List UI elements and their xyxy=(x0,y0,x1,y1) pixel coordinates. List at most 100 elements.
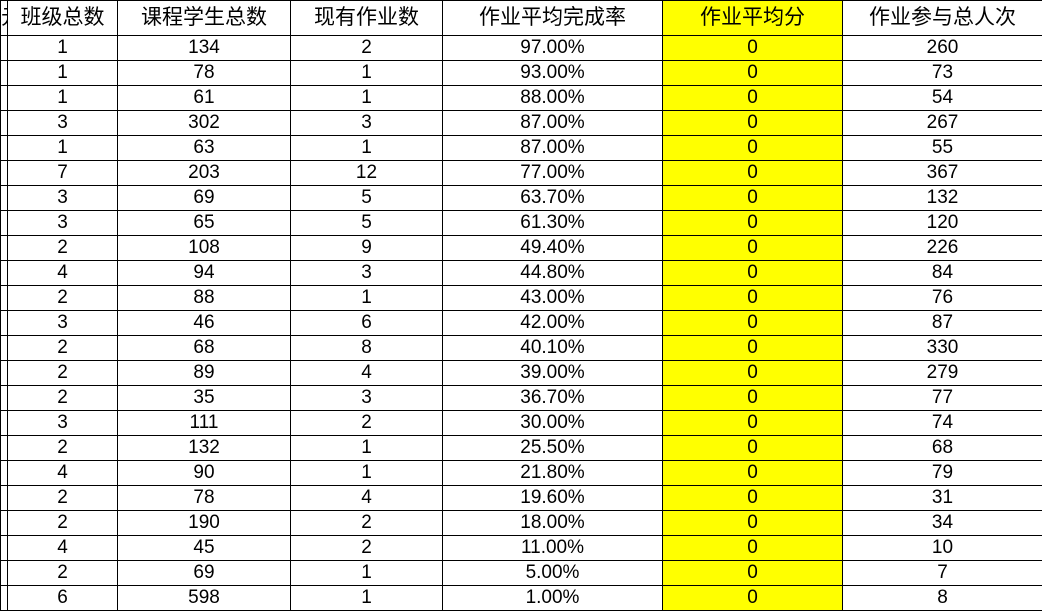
cell-participation-total[interactable]: 7 xyxy=(842,560,1042,586)
column-header-homework-count[interactable]: 现有作业数 xyxy=(290,0,443,36)
cell-completion-rate[interactable]: 1.00% xyxy=(442,585,663,611)
cell-average-score[interactable]: 0 xyxy=(662,560,843,586)
cell-class-count[interactable]: 2 xyxy=(7,560,118,586)
cell-completion-rate[interactable]: 43.00% xyxy=(442,285,663,311)
cell-homework-count[interactable]: 5 xyxy=(290,210,443,236)
cell-homework-count[interactable]: 2 xyxy=(290,35,443,61)
cell-participation-total[interactable]: 34 xyxy=(842,510,1042,536)
cell-participation-total[interactable]: 330 xyxy=(842,335,1042,361)
cell-participation-total[interactable]: 120 xyxy=(842,210,1042,236)
partial-column-cell[interactable] xyxy=(0,560,8,586)
cell-student-total[interactable]: 190 xyxy=(117,510,291,536)
cell-average-score[interactable]: 0 xyxy=(662,535,843,561)
cell-completion-rate[interactable]: 88.00% xyxy=(442,85,663,111)
cell-average-score[interactable]: 0 xyxy=(662,35,843,61)
cell-class-count[interactable]: 1 xyxy=(7,85,118,111)
cell-student-total[interactable]: 63 xyxy=(117,135,291,161)
column-header-average-score[interactable]: 作业平均分 xyxy=(662,0,843,36)
cell-average-score[interactable]: 0 xyxy=(662,160,843,186)
cell-class-count[interactable]: 7 xyxy=(7,160,118,186)
cell-participation-total[interactable]: 87 xyxy=(842,310,1042,336)
cell-class-count[interactable]: 2 xyxy=(7,435,118,461)
cell-homework-count[interactable]: 6 xyxy=(290,310,443,336)
cell-homework-count[interactable]: 1 xyxy=(290,435,443,461)
cell-homework-count[interactable]: 1 xyxy=(290,60,443,86)
cell-participation-total[interactable]: 226 xyxy=(842,235,1042,261)
cell-student-total[interactable]: 90 xyxy=(117,460,291,486)
cell-student-total[interactable]: 302 xyxy=(117,110,291,136)
cell-student-total[interactable]: 134 xyxy=(117,35,291,61)
cell-homework-count[interactable]: 8 xyxy=(290,335,443,361)
cell-completion-rate[interactable]: 21.80% xyxy=(442,460,663,486)
cell-student-total[interactable]: 35 xyxy=(117,385,291,411)
cell-completion-rate[interactable]: 44.80% xyxy=(442,260,663,286)
cell-class-count[interactable]: 4 xyxy=(7,260,118,286)
partial-column-cell[interactable] xyxy=(0,485,8,511)
cell-class-count[interactable]: 2 xyxy=(7,335,118,361)
partial-column-cell[interactable] xyxy=(0,510,8,536)
partial-column-cell[interactable] xyxy=(0,85,8,111)
cell-average-score[interactable]: 0 xyxy=(662,360,843,386)
cell-student-total[interactable]: 61 xyxy=(117,85,291,111)
cell-class-count[interactable]: 1 xyxy=(7,35,118,61)
column-header-class-count[interactable]: 班级总数 xyxy=(7,0,118,36)
cell-class-count[interactable]: 6 xyxy=(7,585,118,611)
cell-participation-total[interactable]: 279 xyxy=(842,360,1042,386)
cell-student-total[interactable]: 69 xyxy=(117,560,291,586)
cell-student-total[interactable]: 94 xyxy=(117,260,291,286)
cell-student-total[interactable]: 78 xyxy=(117,485,291,511)
partial-column-cell[interactable] xyxy=(0,35,8,61)
partial-column-cell[interactable] xyxy=(0,385,8,411)
partial-column-cell[interactable] xyxy=(0,160,8,186)
cell-average-score[interactable]: 0 xyxy=(662,460,843,486)
cell-homework-count[interactable]: 1 xyxy=(290,560,443,586)
cell-participation-total[interactable]: 31 xyxy=(842,485,1042,511)
cell-participation-total[interactable]: 79 xyxy=(842,460,1042,486)
cell-average-score[interactable]: 0 xyxy=(662,410,843,436)
cell-participation-total[interactable]: 8 xyxy=(842,585,1042,611)
partial-column-header[interactable]: 元 xyxy=(0,0,8,36)
cell-average-score[interactable]: 0 xyxy=(662,310,843,336)
cell-participation-total[interactable]: 260 xyxy=(842,35,1042,61)
cell-average-score[interactable]: 0 xyxy=(662,510,843,536)
cell-class-count[interactable]: 2 xyxy=(7,385,118,411)
cell-average-score[interactable]: 0 xyxy=(662,85,843,111)
cell-completion-rate[interactable]: 87.00% xyxy=(442,135,663,161)
cell-class-count[interactable]: 3 xyxy=(7,310,118,336)
cell-participation-total[interactable]: 84 xyxy=(842,260,1042,286)
cell-participation-total[interactable]: 73 xyxy=(842,60,1042,86)
cell-class-count[interactable]: 2 xyxy=(7,485,118,511)
cell-completion-rate[interactable]: 40.10% xyxy=(442,335,663,361)
cell-homework-count[interactable]: 4 xyxy=(290,360,443,386)
cell-class-count[interactable]: 1 xyxy=(7,135,118,161)
cell-class-count[interactable]: 2 xyxy=(7,285,118,311)
cell-homework-count[interactable]: 1 xyxy=(290,85,443,111)
partial-column-cell[interactable] xyxy=(0,235,8,261)
partial-column-cell[interactable] xyxy=(0,310,8,336)
cell-student-total[interactable]: 111 xyxy=(117,410,291,436)
cell-homework-count[interactable]: 1 xyxy=(290,135,443,161)
cell-class-count[interactable]: 3 xyxy=(7,210,118,236)
cell-completion-rate[interactable]: 93.00% xyxy=(442,60,663,86)
cell-participation-total[interactable]: 54 xyxy=(842,85,1042,111)
cell-participation-total[interactable]: 367 xyxy=(842,160,1042,186)
cell-student-total[interactable]: 203 xyxy=(117,160,291,186)
cell-student-total[interactable]: 89 xyxy=(117,360,291,386)
cell-homework-count[interactable]: 9 xyxy=(290,235,443,261)
cell-homework-count[interactable]: 1 xyxy=(290,460,443,486)
cell-completion-rate[interactable]: 25.50% xyxy=(442,435,663,461)
cell-class-count[interactable]: 3 xyxy=(7,410,118,436)
cell-student-total[interactable]: 45 xyxy=(117,535,291,561)
cell-completion-rate[interactable]: 39.00% xyxy=(442,360,663,386)
cell-participation-total[interactable]: 76 xyxy=(842,285,1042,311)
partial-column-cell[interactable] xyxy=(0,185,8,211)
cell-average-score[interactable]: 0 xyxy=(662,235,843,261)
cell-homework-count[interactable]: 3 xyxy=(290,260,443,286)
cell-completion-rate[interactable]: 5.00% xyxy=(442,560,663,586)
partial-column-cell[interactable] xyxy=(0,535,8,561)
cell-completion-rate[interactable]: 18.00% xyxy=(442,510,663,536)
partial-column-cell[interactable] xyxy=(0,60,8,86)
cell-class-count[interactable]: 3 xyxy=(7,185,118,211)
cell-completion-rate[interactable]: 49.40% xyxy=(442,235,663,261)
cell-homework-count[interactable]: 2 xyxy=(290,535,443,561)
